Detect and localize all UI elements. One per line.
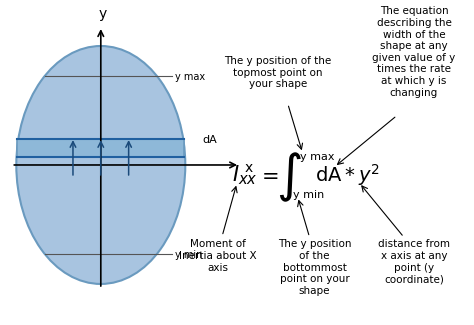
Text: y max: y max (300, 152, 334, 162)
Text: y: y (99, 7, 107, 21)
Text: $\int$: $\int$ (276, 150, 301, 203)
Text: Moment of
Inertia about X
axis: Moment of Inertia about X axis (179, 239, 257, 273)
Text: y max: y max (174, 72, 205, 82)
Text: y min: y min (292, 190, 324, 200)
Text: y min: y min (174, 250, 202, 260)
Text: The equation
describing the
width of the
shape at any
given value of y
times the: The equation describing the width of the… (373, 6, 456, 97)
Text: x: x (245, 161, 253, 175)
Bar (17, 139, 184, 157)
Text: $\mathrm{dA} * y^2$: $\mathrm{dA} * y^2$ (315, 162, 380, 188)
Text: $I_{xx}$: $I_{xx}$ (232, 163, 258, 187)
Text: $=$: $=$ (257, 165, 279, 185)
Text: The y position
of the
bottommost
point on your
shape: The y position of the bottommost point o… (278, 239, 351, 296)
Ellipse shape (16, 46, 185, 284)
Text: dA: dA (202, 135, 217, 145)
Text: The y position of the
topmost point on
your shape: The y position of the topmost point on y… (224, 56, 331, 89)
Text: distance from
x axis at any
point (y
coordinate): distance from x axis at any point (y coo… (378, 239, 450, 284)
